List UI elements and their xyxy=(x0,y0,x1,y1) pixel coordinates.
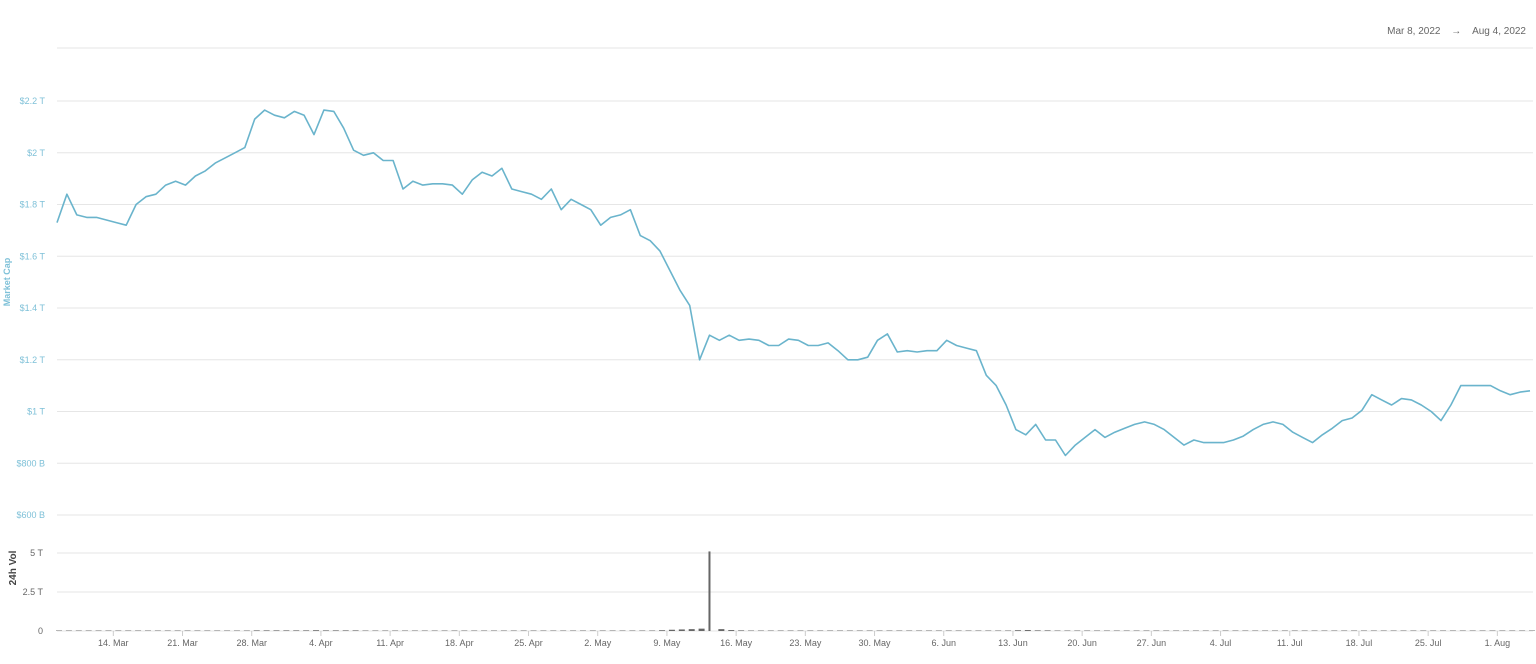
volume-bar xyxy=(352,630,359,631)
volume-bar xyxy=(708,551,711,631)
x-tick-label: 20. Jun xyxy=(1067,638,1097,648)
x-tick-label: 6. Jun xyxy=(931,638,956,648)
x-tick-label: 16. May xyxy=(720,638,753,648)
x-tick-label: 4. Jul xyxy=(1210,638,1232,648)
volume-bar xyxy=(1014,630,1021,631)
x-tick-label: 14. Mar xyxy=(98,638,129,648)
x-tick-label: 21. Mar xyxy=(167,638,198,648)
x-tick-label: 30. May xyxy=(859,638,892,648)
date-range-selector[interactable]: Mar 8, 2022 → Aug 4, 2022 xyxy=(1383,26,1530,37)
y-tick-label: $800 B xyxy=(16,458,45,468)
y-tick-label: $2.2 T xyxy=(20,96,46,106)
volume-bar xyxy=(263,630,270,631)
range-end[interactable]: Aug 4, 2022 xyxy=(1472,26,1526,37)
volume-bar xyxy=(698,628,705,631)
volume-bar xyxy=(1044,630,1051,631)
volume-axis-label: 24h Vol xyxy=(8,550,19,585)
volume-bar xyxy=(303,630,310,631)
volume-bar xyxy=(253,630,260,631)
volume-bar xyxy=(1024,630,1031,631)
volume-bar xyxy=(678,629,685,631)
volume-bar xyxy=(1034,630,1041,631)
range-arrow: → xyxy=(1451,26,1462,37)
volume-tick-label: 2.5 T xyxy=(23,587,44,597)
x-tick-label: 2. May xyxy=(584,638,612,648)
x-tick-label: 23. May xyxy=(789,638,822,648)
volume-bar xyxy=(718,629,725,631)
x-tick-label: 28. Mar xyxy=(236,638,267,648)
x-tick-label: 18. Apr xyxy=(445,638,474,648)
x-tick-label: 25. Apr xyxy=(514,638,543,648)
x-tick-label: 1. Aug xyxy=(1485,638,1511,648)
volume-bar xyxy=(322,630,329,631)
volume-bar xyxy=(728,630,735,631)
market-cap-line xyxy=(56,109,1531,457)
volume-bar xyxy=(332,630,339,631)
x-tick-label: 18. Jul xyxy=(1346,638,1373,648)
volume-bar xyxy=(688,629,695,631)
x-tick-label: 9. May xyxy=(653,638,681,648)
x-tick-label: 4. Apr xyxy=(309,638,333,648)
volume-tick-label: 0 xyxy=(38,626,43,636)
y-tick-label: $1.2 T xyxy=(20,355,46,365)
y-axis-label: Market Cap xyxy=(2,257,12,306)
y-tick-label: $1 T xyxy=(27,407,45,417)
volume-bar xyxy=(342,630,349,631)
volume-bar xyxy=(659,630,666,631)
volume-bar xyxy=(273,630,280,631)
x-tick-label: 25. Jul xyxy=(1415,638,1442,648)
y-tick-label: $1.4 T xyxy=(20,303,46,313)
y-tick-label: $600 B xyxy=(16,510,45,520)
x-tick-label: 27. Jun xyxy=(1137,638,1167,648)
x-tick-label: 11. Apr xyxy=(376,638,404,648)
x-tick-label: 11. Jul xyxy=(1277,638,1303,648)
volume-bar xyxy=(668,629,675,631)
y-tick-label: $1.6 T xyxy=(20,251,46,261)
x-tick-label: 13. Jun xyxy=(998,638,1028,648)
volume-bar xyxy=(313,630,320,631)
volume-tick-label: 5 T xyxy=(30,548,43,558)
range-start[interactable]: Mar 8, 2022 xyxy=(1387,26,1441,37)
y-tick-label: $2 T xyxy=(27,148,45,158)
volume-bar xyxy=(738,630,745,631)
volume-bar xyxy=(293,630,300,631)
y-tick-label: $1.8 T xyxy=(20,200,46,210)
volume-bar xyxy=(283,630,290,631)
